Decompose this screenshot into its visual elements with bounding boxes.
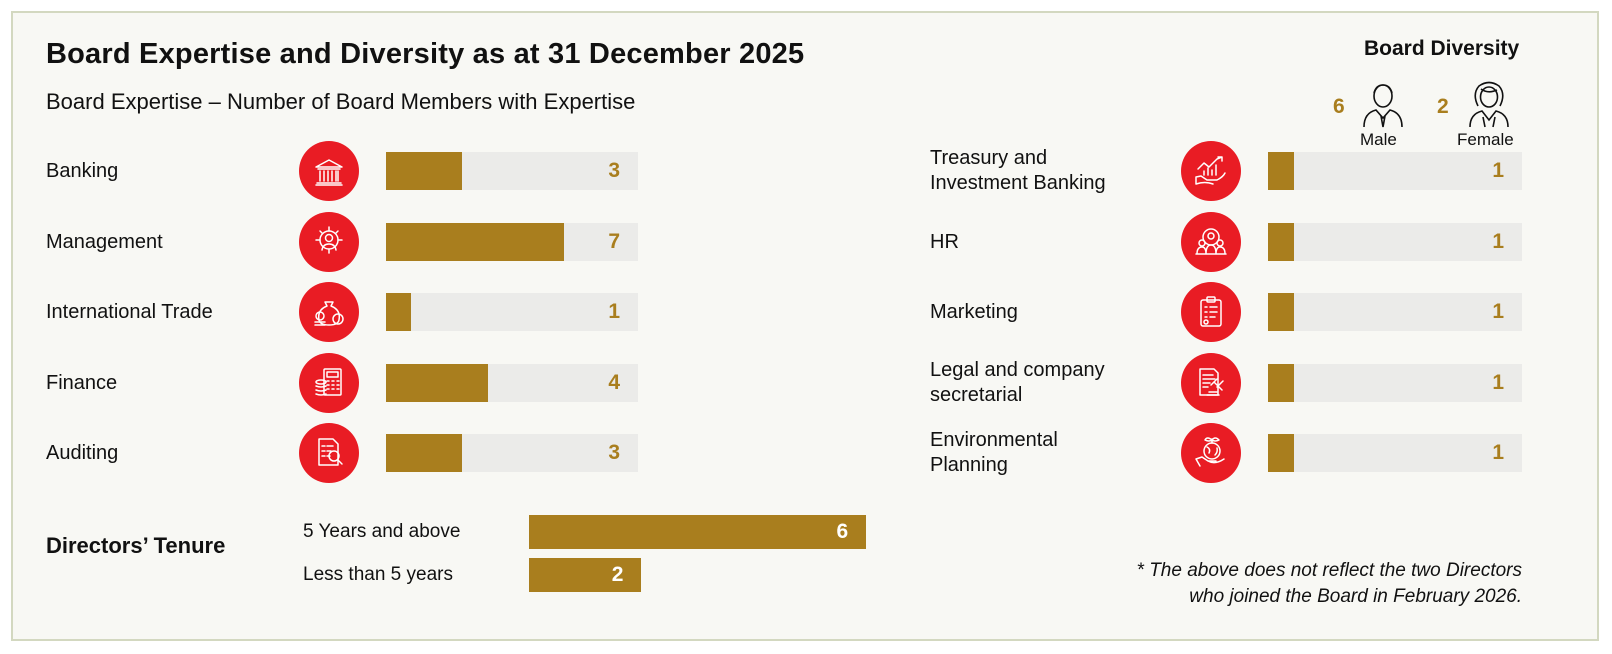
bar-value: 1 bbox=[1492, 300, 1504, 323]
bar-fill bbox=[386, 223, 564, 261]
tenure-value: 6 bbox=[836, 520, 849, 543]
bar-fill bbox=[1268, 223, 1294, 261]
male-label: Male bbox=[1360, 130, 1397, 149]
expertise-label: Marketing bbox=[930, 300, 1018, 325]
diversity-title: Board Diversity bbox=[1364, 37, 1520, 60]
page-title: Board Expertise and Diversity as at 31 D… bbox=[46, 38, 805, 70]
tenure-label: 5 Years and above bbox=[303, 521, 461, 542]
bank-icon bbox=[299, 141, 359, 201]
bar-value: 3 bbox=[608, 441, 620, 464]
expertise-label: Management bbox=[46, 230, 163, 255]
bar-track: 3 bbox=[386, 434, 638, 472]
investment-growth-icon bbox=[1181, 141, 1241, 201]
expertise-label: Legal and company secretarial bbox=[930, 358, 1105, 408]
bar-track: 7 bbox=[386, 223, 638, 261]
bar-track: 1 bbox=[1268, 364, 1522, 402]
page-subtitle: Board Expertise – Number of Board Member… bbox=[46, 89, 636, 114]
bar-value: 1 bbox=[608, 300, 620, 323]
expertise-label-line: Banking bbox=[46, 159, 119, 182]
tenure-title: Directors’ Tenure bbox=[46, 533, 226, 558]
hr-team-icon bbox=[1181, 212, 1241, 272]
expertise-label: International Trade bbox=[46, 300, 213, 325]
male-count: 6 bbox=[1333, 95, 1345, 118]
marketing-clipboard-icon bbox=[1181, 282, 1241, 342]
expertise-label: Auditing bbox=[46, 441, 118, 466]
footnote: * The above does not reflect the two Dir… bbox=[1137, 558, 1522, 610]
legal-gavel-icon bbox=[1181, 353, 1241, 413]
expertise-label-line: Management bbox=[46, 230, 163, 253]
bar-value: 1 bbox=[1492, 159, 1504, 182]
expertise-label-line: HR bbox=[930, 230, 959, 253]
female-count: 2 bbox=[1437, 95, 1449, 118]
expertise-label-line: Planning bbox=[930, 454, 1008, 476]
bar-track: 1 bbox=[1268, 223, 1522, 261]
expertise-label-line: Marketing bbox=[930, 300, 1018, 323]
expertise-label-line: International Trade bbox=[46, 300, 213, 323]
female-label: Female bbox=[1457, 130, 1514, 149]
expertise-label: Finance bbox=[46, 371, 117, 396]
bar-value: 7 bbox=[608, 230, 620, 253]
expertise-label-line: Environmental bbox=[930, 429, 1058, 451]
male-person-icon bbox=[1363, 84, 1403, 128]
expertise-label: HR bbox=[930, 230, 959, 255]
bar-fill bbox=[1268, 434, 1294, 472]
bar-track: 1 bbox=[386, 293, 638, 331]
expertise-label: Treasury and Investment Banking bbox=[930, 146, 1106, 196]
bar-track: 1 bbox=[1268, 293, 1522, 331]
footnote-line-2: who joined the Board in February 2026. bbox=[1189, 586, 1522, 607]
calculator-coins-icon bbox=[299, 353, 359, 413]
bar-value: 1 bbox=[1492, 441, 1504, 464]
bar-fill bbox=[386, 152, 463, 190]
bar-fill bbox=[386, 434, 463, 472]
bar-value: 1 bbox=[1492, 230, 1504, 253]
bar-value: 1 bbox=[1492, 371, 1504, 394]
bar-fill bbox=[386, 364, 488, 402]
bar-fill bbox=[386, 293, 412, 331]
bar-track: 3 bbox=[386, 152, 638, 190]
bar-value: 4 bbox=[608, 371, 620, 394]
environment-globe-icon bbox=[1181, 423, 1241, 483]
bar-track: 1 bbox=[1268, 152, 1522, 190]
tenure-label: Less than 5 years bbox=[303, 564, 453, 585]
money-bag-icon bbox=[299, 282, 359, 342]
management-gear-icon bbox=[299, 212, 359, 272]
expertise-label-line: secretarial bbox=[930, 384, 1023, 406]
bar-value: 3 bbox=[608, 159, 620, 182]
bar-fill bbox=[1268, 364, 1294, 402]
bar-fill bbox=[1268, 152, 1294, 190]
tenure-bar: 2 bbox=[529, 558, 642, 592]
footnote-line-1: * The above does not reflect the two Dir… bbox=[1136, 560, 1522, 581]
audit-document-icon bbox=[299, 423, 359, 483]
female-person-icon bbox=[1469, 81, 1509, 128]
tenure-bar: 6 bbox=[529, 515, 867, 549]
expertise-label-line: Investment Banking bbox=[930, 172, 1106, 194]
bar-track: 1 bbox=[1268, 434, 1522, 472]
expertise-label-line: Auditing bbox=[46, 441, 119, 464]
bar-track: 4 bbox=[386, 364, 638, 402]
expertise-label: Environmental Planning bbox=[930, 428, 1058, 478]
expertise-label-line: Finance bbox=[46, 371, 118, 394]
bar-fill bbox=[1268, 293, 1294, 331]
expertise-label-line: Legal and company bbox=[930, 359, 1105, 381]
expertise-label: Banking bbox=[46, 159, 118, 184]
expertise-label-line: Treasury and bbox=[930, 147, 1048, 169]
tenure-value: 2 bbox=[611, 563, 624, 586]
